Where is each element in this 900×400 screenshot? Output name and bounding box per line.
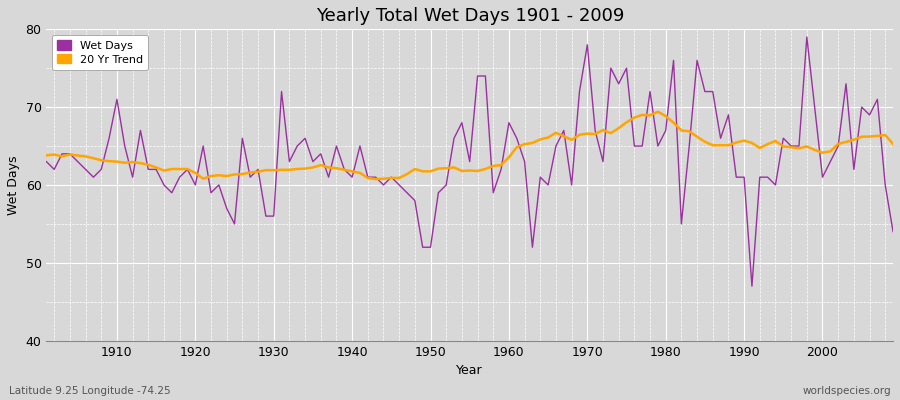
Y-axis label: Wet Days: Wet Days (7, 155, 20, 215)
X-axis label: Year: Year (456, 364, 483, 377)
Title: Yearly Total Wet Days 1901 - 2009: Yearly Total Wet Days 1901 - 2009 (316, 7, 624, 25)
Text: worldspecies.org: worldspecies.org (803, 386, 891, 396)
Legend: Wet Days, 20 Yr Trend: Wet Days, 20 Yr Trend (52, 35, 148, 70)
Text: Latitude 9.25 Longitude -74.25: Latitude 9.25 Longitude -74.25 (9, 386, 171, 396)
